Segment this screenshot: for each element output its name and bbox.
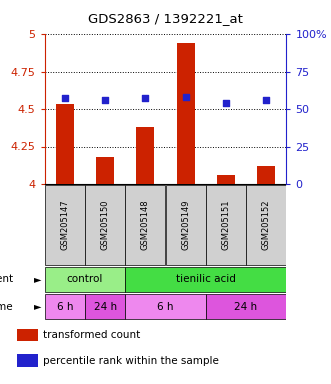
FancyBboxPatch shape bbox=[125, 294, 206, 319]
FancyBboxPatch shape bbox=[166, 185, 206, 265]
Point bbox=[143, 96, 148, 102]
Text: GSM205147: GSM205147 bbox=[60, 200, 69, 250]
FancyBboxPatch shape bbox=[85, 185, 125, 265]
FancyBboxPatch shape bbox=[246, 185, 286, 265]
Text: 6 h: 6 h bbox=[57, 301, 73, 311]
FancyBboxPatch shape bbox=[45, 185, 85, 265]
Text: GSM205148: GSM205148 bbox=[141, 200, 150, 250]
Text: GSM205150: GSM205150 bbox=[101, 200, 110, 250]
FancyBboxPatch shape bbox=[206, 294, 286, 319]
Text: percentile rank within the sample: percentile rank within the sample bbox=[43, 356, 219, 366]
Text: ►: ► bbox=[34, 275, 42, 285]
Text: 24 h: 24 h bbox=[94, 301, 117, 311]
Bar bbox=[136, 127, 155, 184]
FancyBboxPatch shape bbox=[125, 267, 286, 292]
FancyBboxPatch shape bbox=[206, 185, 246, 265]
Bar bbox=[257, 166, 275, 184]
FancyBboxPatch shape bbox=[45, 294, 85, 319]
FancyBboxPatch shape bbox=[45, 267, 125, 292]
Text: 6 h: 6 h bbox=[157, 301, 174, 311]
Text: agent: agent bbox=[0, 275, 13, 285]
Text: GSM205149: GSM205149 bbox=[181, 200, 190, 250]
Text: transformed count: transformed count bbox=[43, 330, 140, 340]
Bar bbox=[96, 157, 114, 184]
Text: 24 h: 24 h bbox=[234, 301, 258, 311]
Bar bbox=[17, 354, 38, 367]
Bar bbox=[17, 329, 38, 341]
Bar bbox=[56, 104, 74, 184]
Point bbox=[263, 97, 269, 103]
Bar bbox=[176, 43, 195, 184]
Text: time: time bbox=[0, 301, 13, 311]
Text: GSM205151: GSM205151 bbox=[221, 200, 230, 250]
Text: ►: ► bbox=[34, 301, 42, 311]
FancyBboxPatch shape bbox=[85, 294, 125, 319]
Text: control: control bbox=[67, 275, 103, 285]
Bar bbox=[217, 175, 235, 184]
Point bbox=[62, 96, 68, 102]
Point bbox=[223, 100, 228, 106]
Text: GSM205152: GSM205152 bbox=[262, 200, 271, 250]
Point bbox=[183, 94, 188, 100]
Text: GDS2863 / 1392221_at: GDS2863 / 1392221_at bbox=[88, 12, 243, 25]
FancyBboxPatch shape bbox=[125, 185, 165, 265]
Text: tienilic acid: tienilic acid bbox=[176, 275, 236, 285]
Point bbox=[102, 97, 108, 103]
